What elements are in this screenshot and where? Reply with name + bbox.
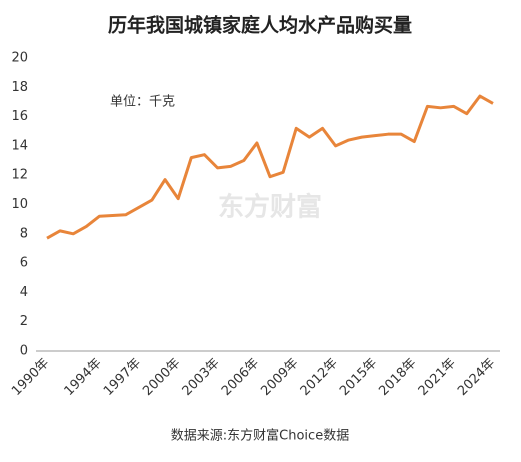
x-tick-label: 1997年 [101,356,144,399]
x-tick-label: 2009年 [258,356,301,399]
chart-title: 历年我国城镇家庭人均水产品购买量 [108,14,412,37]
watermark: 东方财富 [218,192,322,223]
x-tick-label: 2003年 [180,356,223,399]
x-tick-label: 2021年 [416,356,459,399]
y-tick-label: 14 [11,138,28,153]
annotation: 单位：千克 [110,95,175,110]
y-tick-label: 8 [20,226,28,241]
y-tick-label: 18 [11,80,28,95]
y-tick-label: 10 [11,197,28,212]
x-tick-label: 1994年 [62,356,105,399]
x-tick-label: 2012年 [298,356,341,399]
x-tick-label: 2024年 [455,356,498,399]
y-tick-label: 2 [20,314,28,329]
y-tick-label: 6 [20,256,28,271]
x-tick-label: 2018年 [376,356,419,399]
x-tick-label: 2000年 [140,356,183,399]
x-tick-label: 2006年 [219,356,262,399]
y-tick-label: 0 [20,344,28,359]
data-line [46,94,494,240]
source: 数据来源:东方财富Choice数据 [171,428,349,444]
x-tick-label: 2015年 [337,356,380,399]
y-tick-label: 4 [20,285,28,300]
x-tick-label: 1990年 [9,356,52,399]
y-tick-label: 20 [11,51,28,66]
y-tick-label: 16 [11,109,28,124]
y-tick-label: 12 [11,168,28,183]
